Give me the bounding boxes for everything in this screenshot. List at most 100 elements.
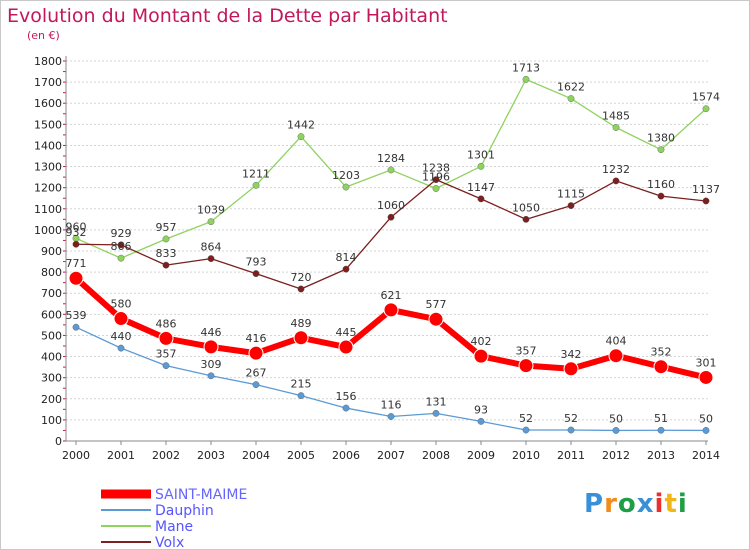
data-point-mane <box>252 181 260 189</box>
logo-letter: o <box>617 489 637 519</box>
data-point-dauphin <box>567 426 575 434</box>
data-point-dauphin <box>522 426 530 434</box>
data-point-volx <box>117 241 125 249</box>
data-label-dauphin: 52 <box>564 412 578 425</box>
x-tick-label: 2003 <box>197 449 225 462</box>
data-label-volx: 814 <box>336 251 357 264</box>
x-tick-label: 2002 <box>152 449 180 462</box>
data-point-dauphin <box>657 426 665 434</box>
y-tick-label: 100 <box>41 414 62 427</box>
data-point-dauphin <box>612 427 620 434</box>
x-tick-label: 2013 <box>647 449 675 462</box>
data-label-mane: 866 <box>111 240 132 253</box>
data-point-volx <box>72 240 80 248</box>
data-label-saint-maime: 402 <box>471 335 492 348</box>
x-tick-label: 2006 <box>332 449 360 462</box>
data-point-mane <box>342 183 350 191</box>
data-label-mane: 1622 <box>557 81 585 94</box>
x-tick-label: 2009 <box>467 449 495 462</box>
data-point-saint-maime <box>653 359 669 375</box>
y-tick-label: 1700 <box>34 76 62 89</box>
data-label-saint-maime: 352 <box>651 346 672 359</box>
data-point-volx <box>477 195 485 203</box>
data-point-mane <box>387 166 395 174</box>
data-point-volx <box>207 255 215 263</box>
data-point-saint-maime <box>68 270 84 286</box>
x-tick-label: 2000 <box>62 449 90 462</box>
data-label-volx: 864 <box>201 241 222 254</box>
data-label-saint-maime: 577 <box>426 298 447 311</box>
data-point-saint-maime <box>608 348 624 364</box>
data-label-volx: 1137 <box>692 183 720 196</box>
data-label-volx: 1115 <box>557 188 585 201</box>
data-label-saint-maime: 416 <box>246 332 267 345</box>
y-tick-label: 0 <box>55 435 62 448</box>
data-point-volx <box>387 213 395 221</box>
data-label-mane: 1203 <box>332 169 360 182</box>
data-label-mane: 1380 <box>647 132 675 145</box>
data-label-dauphin: 267 <box>246 367 267 380</box>
y-tick-label: 300 <box>41 372 62 385</box>
data-label-dauphin: 93 <box>474 403 488 416</box>
y-tick-label: 200 <box>41 393 62 406</box>
data-label-saint-maime: 489 <box>291 317 312 330</box>
data-point-mane <box>657 146 665 154</box>
data-label-mane: 1574 <box>692 91 720 104</box>
data-point-mane <box>162 235 170 243</box>
legend-label-volx: Volx <box>155 535 184 549</box>
data-label-saint-maime: 771 <box>66 257 87 270</box>
data-point-saint-maime <box>293 330 309 346</box>
legend-label-saint-maime: SAINT-MAIME <box>155 487 247 503</box>
data-point-dauphin <box>72 323 80 331</box>
data-label-mane: 960 <box>66 220 87 233</box>
data-point-saint-maime <box>248 345 264 361</box>
y-tick-label: 900 <box>41 245 62 258</box>
data-point-dauphin <box>702 427 710 434</box>
data-label-saint-maime: 357 <box>516 345 537 358</box>
data-point-volx <box>567 202 575 210</box>
y-tick-label: 1100 <box>34 203 62 216</box>
data-point-dauphin <box>342 404 350 412</box>
data-point-volx <box>702 197 710 205</box>
data-label-dauphin: 357 <box>156 348 177 361</box>
x-tick-label: 2011 <box>557 449 585 462</box>
data-label-saint-maime: 580 <box>111 298 132 311</box>
data-point-volx <box>432 176 440 184</box>
data-label-dauphin: 51 <box>654 412 668 425</box>
data-label-dauphin: 50 <box>609 412 623 425</box>
y-tick-label: 1300 <box>34 161 62 174</box>
data-label-dauphin: 131 <box>426 395 447 408</box>
data-point-saint-maime <box>203 339 219 355</box>
x-tick-label: 2004 <box>242 449 270 462</box>
y-tick-label: 1800 <box>34 55 62 68</box>
data-label-volx: 1238 <box>422 162 450 175</box>
data-label-volx: 720 <box>291 271 312 284</box>
data-label-dauphin: 50 <box>699 412 713 425</box>
y-tick-label: 700 <box>41 287 62 300</box>
data-point-dauphin <box>387 413 395 420</box>
x-tick-label: 2012 <box>602 449 630 462</box>
data-point-saint-maime <box>473 348 489 364</box>
x-tick-label: 2007 <box>377 449 405 462</box>
y-tick-label: 1400 <box>34 139 62 152</box>
y-tick-label: 800 <box>41 266 62 279</box>
chart-title: Evolution du Montant de la Dette par Hab… <box>7 5 448 27</box>
logo-letter: i <box>654 489 665 519</box>
data-point-volx <box>297 285 305 293</box>
logo-letter: P <box>584 489 605 519</box>
data-label-dauphin: 215 <box>291 378 312 391</box>
data-point-dauphin <box>117 344 125 352</box>
data-point-dauphin <box>252 381 260 389</box>
data-point-volx <box>522 215 530 223</box>
data-label-volx: 793 <box>246 256 267 269</box>
data-point-volx <box>252 270 260 277</box>
data-label-dauphin: 52 <box>519 412 533 425</box>
y-tick-label: 600 <box>41 308 62 321</box>
data-label-saint-maime: 342 <box>561 348 582 361</box>
data-label-dauphin: 156 <box>336 390 357 403</box>
data-point-saint-maime <box>428 311 444 327</box>
data-label-dauphin: 440 <box>111 330 132 343</box>
data-point-mane <box>702 105 710 113</box>
data-label-mane: 1485 <box>602 110 630 123</box>
